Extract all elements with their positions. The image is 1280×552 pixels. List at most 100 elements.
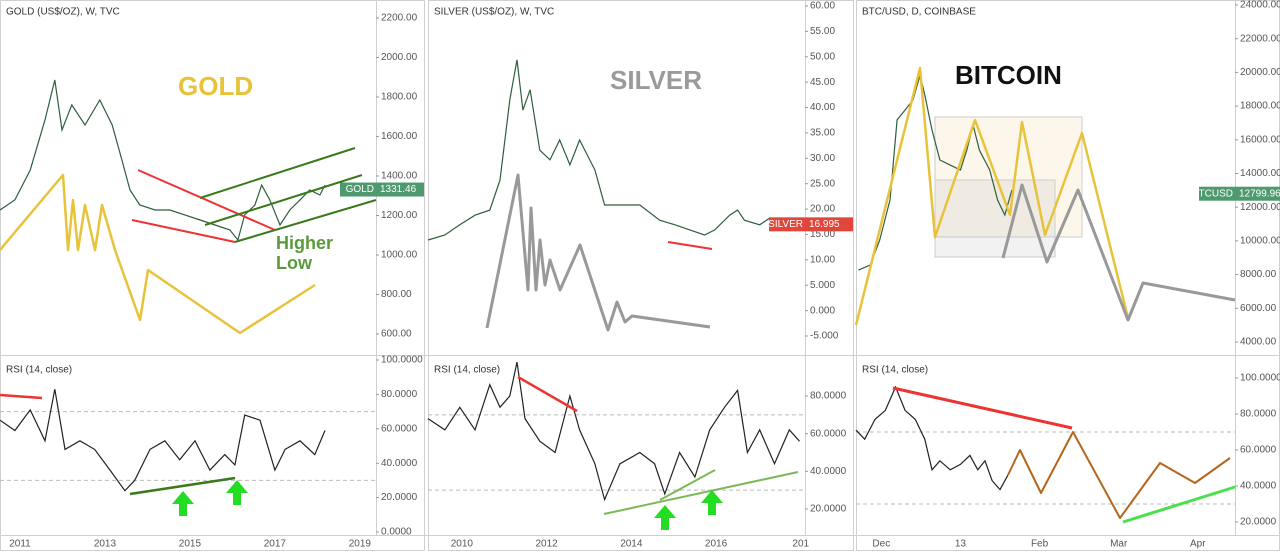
trend-line: [204, 174, 363, 226]
y-tick-label: 20000.00: [1240, 67, 1280, 78]
chart-title: RSI (14, close): [862, 365, 928, 376]
y-tick-label: 0.0000: [381, 527, 412, 538]
y-tick-label: 50.00: [810, 51, 835, 62]
pattern-zigzag: [1001, 183, 1236, 322]
y-tick-label: 8000.00: [1240, 269, 1277, 280]
price-tag: [340, 182, 424, 197]
y-tick-label: 2200.00: [381, 13, 418, 24]
annotation: BITCOIN: [955, 60, 1062, 90]
chart-title: GOLD (US$/OZ), W, TVC: [6, 7, 120, 18]
y-tick-label: 100.0000: [381, 355, 423, 366]
pattern-zigzag: [1007, 431, 1231, 519]
y-tick-label: 1400.00: [381, 171, 418, 182]
pattern-zigzag: [854, 66, 1130, 326]
trend-line: [603, 471, 799, 515]
price-line: [427, 361, 800, 502]
x-tick-label: Apr: [1190, 539, 1206, 550]
y-tick-label: 10.00: [810, 254, 835, 265]
trend-line: [1122, 485, 1236, 524]
y-tick-label: 30.00: [810, 153, 835, 164]
pattern-box: [934, 179, 1056, 258]
y-tick-label: 15.00: [810, 229, 835, 240]
y-tick-label: 12000.00: [1240, 202, 1280, 213]
x-tick-label: Mar: [1110, 539, 1128, 550]
price-line: [427, 59, 770, 241]
price-tag-value: 1331.46: [380, 184, 417, 195]
price-tag-value: 16.995: [809, 219, 840, 230]
y-tick-label: 6000.00: [1240, 303, 1277, 314]
y-tick-label: 60.00: [810, 1, 835, 12]
y-tick-label: 35.00: [810, 128, 835, 139]
y-tick-label: 60.0000: [381, 423, 418, 434]
pattern-box: [934, 116, 1083, 238]
y-tick-label: 2000.00: [381, 52, 418, 63]
x-tick-label: 2010: [451, 539, 474, 550]
pattern-zigzag: [0, 173, 316, 335]
y-tick-label: 40.0000: [381, 458, 418, 469]
annotation: Low: [276, 253, 313, 273]
y-tick-label: 20.0000: [381, 492, 418, 503]
up-arrow: [226, 480, 248, 505]
x-tick-label: 201: [792, 539, 809, 550]
y-tick-label: 10000.00: [1240, 236, 1280, 247]
y-tick-label: 20.0000: [1240, 517, 1277, 528]
y-tick-label: 40.0000: [1240, 481, 1277, 492]
x-tick-label: 2017: [264, 539, 287, 550]
price-tag-value: 12799.96: [1239, 188, 1280, 199]
y-tick-label: 18000.00: [1240, 101, 1280, 112]
trend-line: [0, 393, 43, 400]
x-tick-label: 2016: [705, 539, 728, 550]
x-tick-label: 2013: [94, 539, 117, 550]
panel-frame: [0, 0, 425, 551]
y-tick-label: 22000.00: [1240, 33, 1280, 44]
trend-line: [517, 375, 578, 413]
y-tick-label: 1600.00: [381, 131, 418, 142]
chart-title: RSI (14, close): [434, 365, 500, 376]
price-tag-name: GOLD: [346, 184, 374, 195]
x-tick-label: 13: [955, 539, 967, 550]
y-tick-label: 80.0000: [381, 389, 418, 400]
y-tick-label: 24000.00: [1240, 0, 1280, 11]
annotation: Higher: [276, 233, 333, 253]
y-tick-label: 600.00: [381, 329, 412, 340]
trend-line: [892, 386, 1073, 430]
y-tick-label: 14000.00: [1240, 168, 1280, 179]
y-tick-label: 1200.00: [381, 210, 418, 221]
y-tick-label: 55.00: [810, 26, 835, 37]
price-tag-name: SILVER: [768, 219, 803, 230]
y-tick-label: 80.0000: [1240, 409, 1277, 420]
price-tag: [1199, 186, 1280, 201]
trend-line: [667, 241, 713, 250]
y-tick-label: 0.000: [810, 305, 835, 316]
pattern-zigzag: [485, 173, 711, 332]
x-tick-label: 2019: [349, 539, 372, 550]
y-tick-label: 100.0000: [1240, 373, 1280, 384]
annotation: SILVER: [610, 65, 702, 95]
chart-title: RSI (14, close): [6, 365, 72, 376]
y-tick-label: 5.000: [810, 280, 835, 291]
y-tick-label: 800.00: [381, 289, 412, 300]
price-line: [0, 389, 326, 492]
trend-line: [131, 219, 236, 243]
y-tick-label: 60.0000: [810, 428, 847, 439]
y-tick-label: 20.0000: [810, 504, 847, 515]
trend-line: [137, 169, 276, 231]
y-tick-label: 40.00: [810, 102, 835, 113]
x-tick-label: 2012: [535, 539, 558, 550]
panel-frame: [428, 0, 854, 551]
price-tag-name: BTCUSD: [1192, 188, 1233, 199]
annotation: GOLD: [178, 71, 253, 101]
y-tick-label: 4000.00: [1240, 337, 1277, 348]
x-tick-label: 2011: [9, 539, 31, 550]
up-arrow: [701, 490, 723, 515]
y-tick-label: 1000.00: [381, 250, 418, 261]
x-tick-label: 2014: [620, 539, 643, 550]
up-arrow: [654, 505, 676, 530]
price-line: [855, 385, 1009, 491]
y-tick-label: 25.00: [810, 178, 835, 189]
y-tick-label: -5.000: [810, 331, 839, 342]
y-tick-label: 16000.00: [1240, 134, 1280, 145]
price-line: [0, 79, 326, 242]
